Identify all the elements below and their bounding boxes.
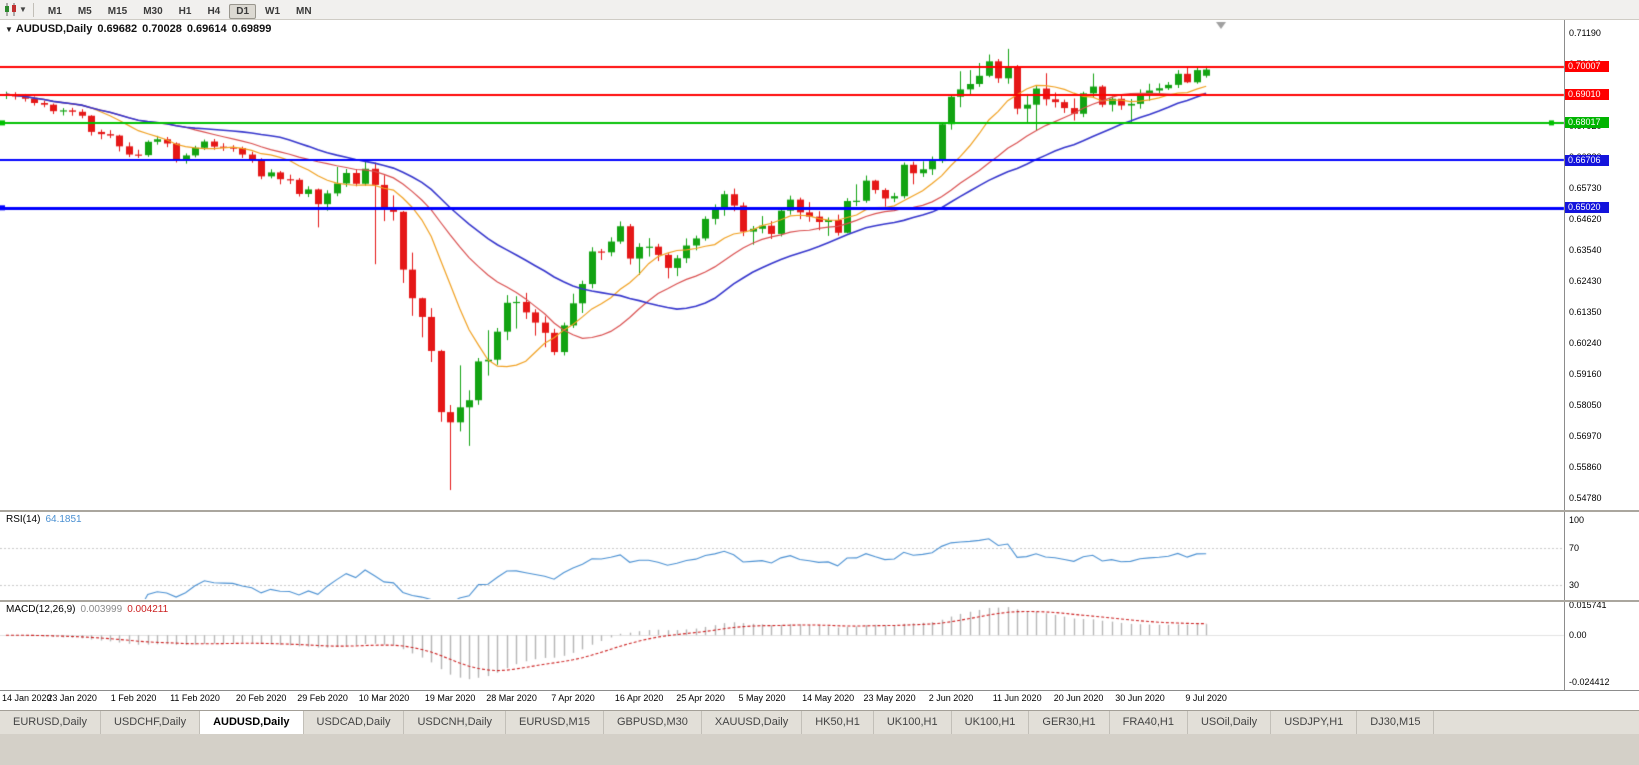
price-line-badge: 0.65020 [1565,202,1609,214]
timeframe-toolbar: ▼ M1 M5 M15 M30 H1 H4 D1 W1 MN [0,0,1639,20]
panel-splitter-macd[interactable] [0,600,1639,602]
price-tick-label: 0.55860 [1569,462,1602,473]
rsi-scale-label: 70 [1569,543,1580,553]
date-axis-label: 11 Feb 2020 [170,693,220,703]
chart-tabs: EURUSD,Daily USDCHF,Daily AUDUSD,Daily USDC… [0,711,1435,734]
price-line-badge: 0.66706 [1565,154,1609,166]
price-tick-label: 0.63540 [1569,244,1602,255]
date-axis-label: 14 Jan 2020 [2,693,52,703]
candlestick-chart-icon[interactable] [4,3,18,16]
chart-tab-bar: EURUSD,Daily USDCHF,Daily AUDUSD,Daily USDC… [0,710,1639,734]
date-axis-label: 23 May 2020 [863,693,916,703]
price-tick-label: 0.71190 [1569,28,1601,38]
chart-tab-xauusd-daily[interactable]: XAUUSD,Daily [702,711,803,734]
date-axis-label: 10 Mar 2020 [358,693,410,703]
ohlc-high-value: 0.70028 [142,23,182,35]
price-tick-label: 0.60240 [1569,338,1602,349]
panel-splitter-rsi[interactable] [0,510,1639,512]
price-tick-label: 0.58050 [1569,400,1602,411]
timeframe-button-m5[interactable]: M5 [77,5,92,17]
chart-title: ▼ AUDUSD,Daily 0.69682 0.70028 0.69614 0.6989… [5,23,271,35]
chart-menu-arrow-icon[interactable]: ▼ [5,25,13,34]
rsi-name: RSI(14) [6,514,41,525]
date-axis-label: 2 Jun 2020 [928,693,974,703]
timeframe-button-m30[interactable]: M30 [143,5,163,17]
macd-signal-value: 0.004211 [127,604,169,615]
price-line-badge: 0.68017 [1565,117,1609,129]
date-axis-separator [0,690,1639,691]
date-axis-label: 14 May 2020 [802,693,855,703]
macd-scale-label: 0.015741 [1569,600,1607,610]
price-scale-separator [1564,20,1565,690]
chart-tab-uk100-h1[interactable]: UK100,H1 [874,711,952,734]
price-tick-label: 0.59160 [1569,368,1602,379]
price-tick-label: 0.54780 [1569,493,1602,503]
rsi-scale-label: 30 [1569,580,1580,590]
price-tick-label: 0.65730 [1569,182,1602,193]
price-line-badge: 0.70007 [1565,61,1609,73]
date-axis-label: 25 Apr 2020 [676,693,725,703]
timeframe-button-h4[interactable]: H4 [207,5,221,17]
rsi-indicator-label: RSI(14) 64.1851 [6,514,82,525]
timeframe-button-w1[interactable]: W1 [265,5,281,17]
chart-tab-audusd-daily[interactable]: AUDUSD,Daily [200,711,304,734]
price-line-badge: 0.69010 [1565,89,1609,101]
chart-tab-usdchf-daily[interactable]: USDCHF,Daily [101,711,201,734]
price-tick-label: 0.56970 [1569,430,1602,441]
macd-indicator-label: MACD(12,26,9) 0.003999 0.004211 [6,604,168,615]
timeframe-button-m15[interactable]: M15 [107,5,128,17]
chart-tab-gbpusd-m30[interactable]: GBPUSD,M30 [604,711,702,734]
date-axis-label: 23 Jan 2020 [47,693,97,703]
chart-tab-uk100-h1[interactable]: UK100,H1 [952,711,1030,734]
macd-main-value: 0.003999 [80,604,123,615]
timeframe-button-m1[interactable]: M1 [47,5,62,17]
macd-scale-label: 0.00 [1569,630,1587,641]
chart-tab-eurusd-daily[interactable]: EURUSD,Daily [0,711,101,734]
chart-tab-usdcnh-daily[interactable]: USDCNH,Daily [404,711,507,734]
date-axis-label: 16 Apr 2020 [614,693,664,703]
date-axis-label: 20 Feb 2020 [235,693,287,703]
rsi-scale-label: 100 [1569,515,1585,526]
ohlc-low-value: 0.69614 [186,23,227,35]
date-axis-label: 20 Jun 2020 [1053,693,1104,703]
date-axis-label: 5 May 2020 [738,693,786,703]
timeframe-button-h1[interactable]: H1 [178,5,192,17]
price-tick-label: 0.64620 [1569,214,1602,225]
timeframe-button-d1[interactable]: D1 [229,3,257,19]
rsi-current-value: 64.1851 [45,514,82,525]
date-axis-label: 1 Feb 2020 [110,693,157,703]
window-bottom-area [0,734,1639,765]
price-tick-label: 0.62430 [1569,276,1602,287]
date-axis-label: 19 Mar 2020 [424,693,476,703]
toolbar-separator [32,2,34,17]
chart-tab-fra40-h1[interactable]: FRA40,H1 [1110,711,1188,734]
chart-tab-usdcad-daily[interactable]: USDCAD,Daily [304,711,405,734]
chart-tab-eurusd-m15[interactable]: EURUSD,M15 [506,711,604,734]
date-axis-label: 30 Jun 2020 [1115,693,1165,703]
macd-name: MACD(12,26,9) [6,604,76,615]
chevron-down-icon[interactable]: ▼ [19,5,27,14]
date-axis-label: 28 Mar 2020 [486,693,537,703]
chart-tab-usoil-daily[interactable]: USOil,Daily [1188,711,1272,734]
date-axis-label: 29 Feb 2020 [297,693,348,703]
chart-tab-hk50-h1[interactable]: HK50,H1 [802,711,874,734]
timeframe-button-group: M1 M5 M15 M30 H1 H4 D1 W1 MN [40,1,320,19]
chart-tab-dj30-m15[interactable]: DJ30,M15 [1357,711,1435,734]
date-axis-label: 11 Jun 2020 [992,693,1042,703]
ohlc-close-value: 0.69899 [231,23,272,35]
chart-tab-usdjpy-h1[interactable]: USDJPY,H1 [1271,711,1358,734]
chart-symbol-period: AUDUSD,Daily [15,23,93,35]
price-tick-label: 0.61350 [1569,306,1602,317]
date-axis-label: 9 Jul 2020 [1185,693,1227,703]
date-axis-label: 7 Apr 2020 [551,693,595,703]
chart-tab-ger30-h1[interactable]: GER30,H1 [1029,711,1110,734]
timeframe-button-mn[interactable]: MN [296,5,312,17]
ohlc-open-value: 0.69682 [97,23,138,35]
macd-scale-label: -0.024412 [1569,677,1610,687]
